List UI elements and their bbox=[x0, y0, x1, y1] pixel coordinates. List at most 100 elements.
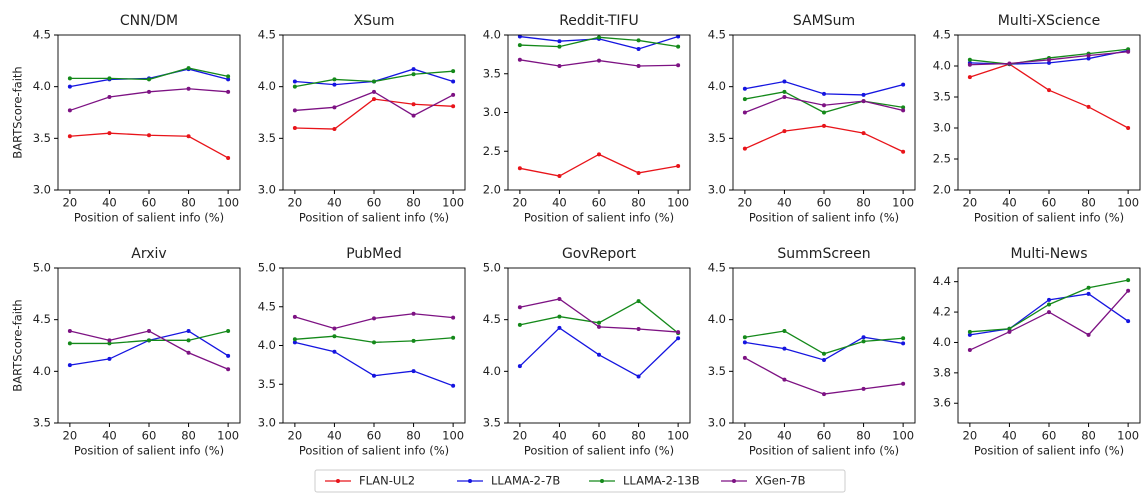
point bbox=[636, 326, 641, 331]
y-tick-label: 3.5 bbox=[258, 377, 276, 391]
x-tick-label: 80 bbox=[1081, 429, 1096, 443]
series-line bbox=[519, 153, 679, 177]
point bbox=[147, 77, 151, 82]
point bbox=[67, 363, 72, 368]
x-tick-label: 60 bbox=[367, 196, 382, 210]
point bbox=[861, 99, 866, 104]
subplot-title: Multi-XScience bbox=[998, 13, 1100, 29]
point bbox=[372, 89, 376, 94]
y-tick-label: 3.5 bbox=[483, 416, 501, 430]
point bbox=[67, 134, 72, 139]
point bbox=[822, 103, 826, 108]
subplot-title: SummScreen bbox=[777, 246, 870, 262]
series-line bbox=[294, 91, 454, 117]
point bbox=[557, 39, 562, 44]
point bbox=[226, 353, 231, 358]
x-tick-label: 20 bbox=[513, 429, 528, 443]
y-tick-label: 4.0 bbox=[33, 79, 51, 93]
point bbox=[1086, 332, 1091, 337]
point bbox=[676, 336, 681, 341]
plot-frame bbox=[507, 34, 691, 191]
point bbox=[186, 338, 191, 343]
point bbox=[597, 152, 601, 157]
point bbox=[861, 92, 866, 97]
legend-marker bbox=[732, 479, 736, 483]
x-tick-label: 20 bbox=[738, 196, 753, 210]
point bbox=[292, 314, 297, 319]
point bbox=[67, 84, 72, 89]
point bbox=[517, 166, 522, 171]
y-tick-label: 5.0 bbox=[258, 261, 276, 275]
y-tick-label: 4.5 bbox=[33, 28, 51, 42]
x-tick-label: 80 bbox=[181, 429, 196, 443]
subplot-title: Reddit-TIFU bbox=[559, 13, 639, 29]
series-line bbox=[294, 70, 454, 88]
legend-label: LLAMA-2-13B bbox=[623, 474, 700, 488]
point bbox=[901, 105, 906, 110]
point bbox=[186, 66, 191, 71]
x-tick-label: 20 bbox=[963, 429, 978, 443]
point bbox=[782, 129, 787, 134]
point bbox=[901, 149, 906, 154]
x-axis-label: Position of salient info (%) bbox=[524, 211, 674, 225]
point bbox=[861, 131, 866, 136]
point bbox=[861, 339, 866, 344]
point bbox=[822, 392, 826, 397]
point bbox=[597, 324, 601, 329]
point bbox=[226, 74, 231, 79]
point bbox=[147, 133, 151, 138]
point bbox=[676, 34, 681, 39]
point bbox=[967, 57, 972, 62]
x-tick-label: 80 bbox=[1081, 196, 1096, 210]
point bbox=[186, 350, 191, 355]
x-tick-label: 40 bbox=[777, 196, 792, 210]
x-axis-label: Position of salient info (%) bbox=[749, 444, 899, 458]
point bbox=[107, 341, 112, 346]
y-tick-label: 3.5 bbox=[933, 90, 951, 104]
x-axis-label: Position of salient info (%) bbox=[74, 444, 224, 458]
point bbox=[332, 82, 337, 87]
point bbox=[742, 86, 747, 91]
point bbox=[517, 322, 522, 327]
point bbox=[292, 84, 297, 89]
point bbox=[332, 334, 337, 339]
point bbox=[411, 369, 416, 374]
point bbox=[742, 110, 747, 115]
x-tick-label: 60 bbox=[142, 196, 157, 210]
plot-frame bbox=[732, 267, 916, 424]
x-tick-label: 20 bbox=[513, 196, 528, 210]
x-tick-label: 20 bbox=[63, 196, 78, 210]
x-tick-label: 40 bbox=[327, 429, 342, 443]
point bbox=[967, 329, 972, 334]
y-tick-label: 4.0 bbox=[258, 338, 276, 352]
x-tick-label: 20 bbox=[288, 429, 303, 443]
y-axis-label: BARTScore-faith bbox=[11, 66, 25, 158]
y-tick-label: 4.0 bbox=[258, 79, 276, 93]
x-axis-label: Position of salient info (%) bbox=[524, 444, 674, 458]
point bbox=[557, 64, 562, 68]
plot-frame bbox=[957, 267, 1141, 424]
point bbox=[967, 348, 972, 353]
series-line bbox=[969, 63, 1129, 129]
point bbox=[67, 108, 72, 113]
x-tick-label: 20 bbox=[963, 196, 978, 210]
y-tick-label: 4.2 bbox=[933, 305, 951, 319]
y-tick-label: 3.5 bbox=[258, 131, 276, 145]
x-tick-label: 40 bbox=[777, 429, 792, 443]
x-axis-label: Position of salient info (%) bbox=[299, 444, 449, 458]
y-tick-label: 3.5 bbox=[33, 131, 51, 145]
point bbox=[226, 329, 231, 334]
y-tick-label: 5.0 bbox=[483, 261, 501, 275]
point bbox=[676, 330, 681, 335]
x-tick-label: 40 bbox=[1002, 196, 1017, 210]
legend-label: LLAMA-2-7B bbox=[491, 474, 560, 488]
point bbox=[1086, 291, 1091, 296]
point bbox=[597, 352, 601, 357]
point bbox=[1047, 60, 1051, 65]
legend-label: XGen-7B bbox=[755, 474, 806, 488]
x-tick-label: 100 bbox=[442, 429, 464, 443]
x-tick-label: 60 bbox=[367, 429, 382, 443]
y-tick-label: 2.0 bbox=[933, 183, 951, 197]
point bbox=[107, 338, 112, 343]
subplot-title: Arxiv bbox=[131, 246, 166, 262]
